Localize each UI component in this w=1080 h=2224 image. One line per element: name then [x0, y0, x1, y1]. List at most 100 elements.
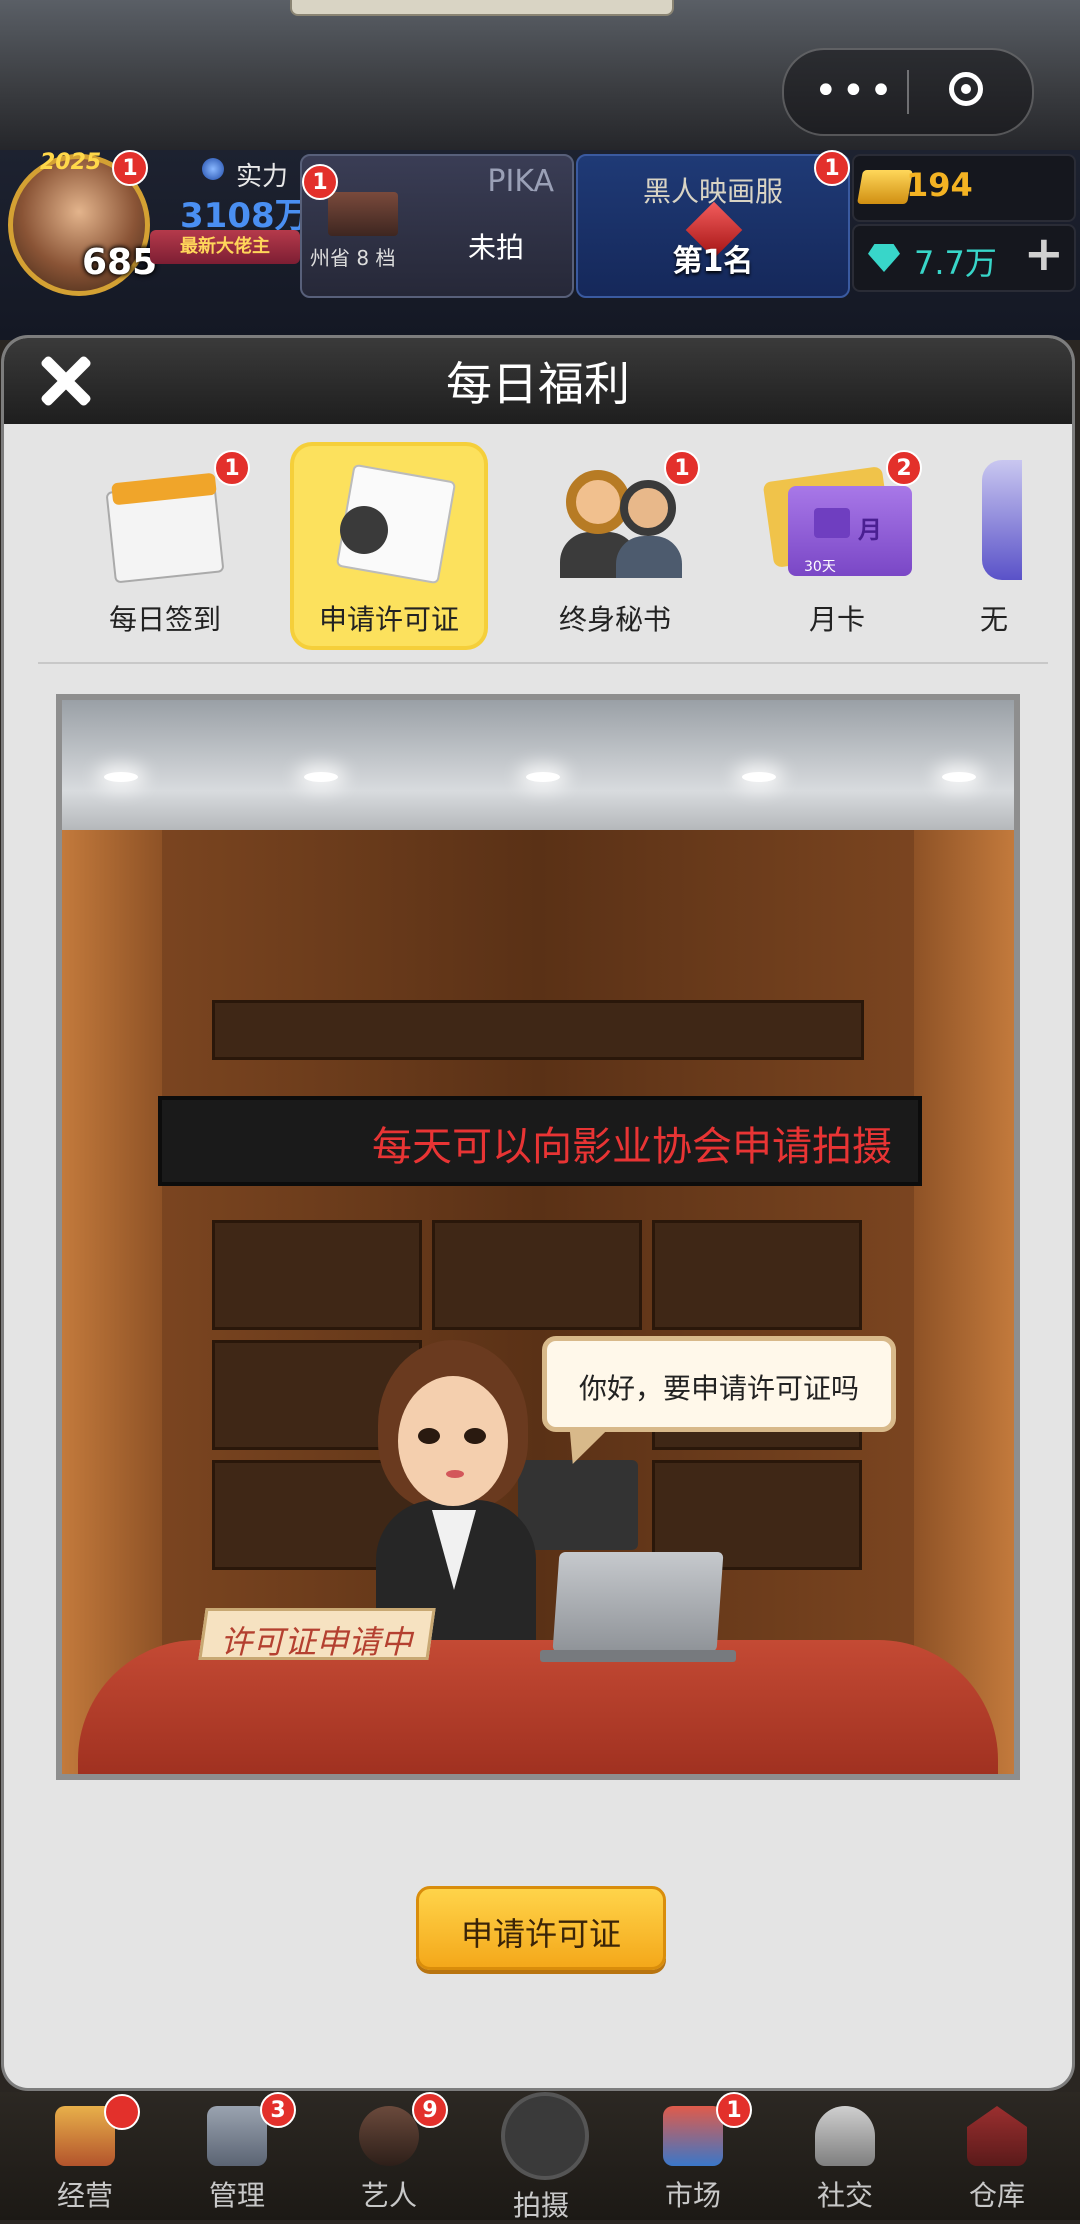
receptionist-eye: [464, 1428, 486, 1444]
bottom-nav: 经营 3 管理 9 艺人 拍摄 1 市场 社交 仓库: [0, 2092, 1080, 2222]
tab-badge: 1: [664, 450, 700, 486]
market-icon: [663, 2106, 723, 2166]
led-ticker-text: 每天可以向影业协会申请拍摄: [372, 1124, 892, 1170]
month-card-icon: 月 30天: [762, 466, 914, 584]
receptionist-face: [398, 1376, 508, 1506]
assistant-body: [616, 536, 682, 578]
add-diamond-button[interactable]: +: [1023, 226, 1064, 282]
studio-title: PIKA: [487, 164, 554, 199]
power-label: 实力: [236, 162, 289, 192]
nav-business[interactable]: 经营: [10, 2092, 160, 2220]
license-office-scene: 每天可以向影业协会申请拍摄 你好，要申请许可证吗 许可证申请中: [56, 694, 1020, 1780]
speech-bubble: 你好，要申请许可证吗: [542, 1336, 896, 1432]
more-menu-icon[interactable]: •••: [814, 68, 897, 114]
building-icon: [328, 192, 398, 236]
assistant-head: [620, 480, 676, 536]
diamond-counter: 7.7万 +: [852, 224, 1076, 292]
card-front: [788, 486, 912, 576]
nav-artists[interactable]: 9 艺人: [314, 2092, 464, 2220]
nav-label: 管理: [208, 2179, 265, 2212]
film-camera-icon: [501, 2092, 589, 2180]
desk-nameplate: 许可证申请中: [198, 1608, 436, 1661]
welfare-tabs: 1 每日签到 申请许可证 1 终身秘书: [4, 424, 1072, 662]
power-icon: [202, 158, 224, 180]
tab-label: 月卡: [808, 603, 865, 636]
back-monitor: [518, 1460, 638, 1550]
ceiling-light: [942, 772, 976, 782]
daily-welfare-modal: 每日福利 1 每日签到 申请许可证 1 终身: [4, 338, 1072, 2088]
nav-label: 经营: [56, 2179, 113, 2212]
avatar-badge: 1: [112, 150, 148, 186]
tab-divider: [38, 662, 1048, 664]
tab-month-card[interactable]: 月 30天 2 月卡: [742, 446, 932, 646]
apply-license-button[interactable]: 申请许可证: [416, 1886, 666, 1970]
nav-social[interactable]: 社交: [770, 2092, 920, 2220]
tab-label: 每日签到: [108, 603, 221, 636]
capsule-divider: [907, 70, 909, 114]
nav-management[interactable]: 3 管理: [162, 2092, 312, 2220]
ceiling-light: [304, 772, 338, 782]
reception-desk: [78, 1640, 998, 1774]
receptionist-eye: [418, 1428, 440, 1444]
top-banner: [290, 0, 674, 16]
gold-counter: 194: [852, 154, 1076, 222]
nav-label: 艺人: [360, 2179, 417, 2212]
tab-badge: 2: [886, 450, 922, 486]
license-icon: [320, 456, 460, 586]
theater-rank: 第1名: [672, 244, 754, 279]
calendar-icon: [104, 468, 225, 584]
nav-badge: 3: [260, 2092, 296, 2128]
theater-card[interactable]: 黑人映画服 第1名: [576, 154, 850, 298]
mini-program-capsule: •••: [782, 48, 1034, 136]
rank-ribbon: 最新大佬主: [150, 230, 300, 264]
nav-shoot[interactable]: 拍摄: [466, 2092, 616, 2222]
management-icon: [207, 2106, 267, 2166]
warehouse-icon: [967, 2106, 1027, 2166]
avatar-year-label: 2025: [40, 150, 102, 175]
gold-value: 194: [906, 166, 973, 204]
studio-sub: 州省 8 档: [310, 246, 396, 270]
nav-label: 市场: [664, 2179, 721, 2212]
tab-label: 无: [980, 603, 1009, 636]
tab-lifetime-secretary[interactable]: 1 终身秘书: [520, 446, 710, 646]
tab-partial[interactable]: 无: [974, 446, 1030, 646]
ceiling-light: [742, 772, 776, 782]
diamond-icon: [868, 244, 900, 272]
nav-warehouse[interactable]: 仓库: [922, 2092, 1072, 2220]
tab-apply-license[interactable]: 申请许可证: [294, 446, 484, 646]
card-days: 30天: [804, 559, 836, 575]
led-ticker: 每天可以向影业协会申请拍摄: [158, 1096, 922, 1186]
modal-header: 每日福利: [4, 338, 1072, 424]
month-char: 月: [858, 516, 882, 544]
nav-label: 社交: [816, 2179, 873, 2212]
theater-card-badge: 1: [814, 150, 850, 186]
wall-panel: [652, 1220, 862, 1330]
diamond-value: 7.7万: [914, 244, 997, 282]
studio-status: 未拍: [468, 231, 525, 264]
ceiling-light: [526, 772, 560, 782]
tab-daily-checkin[interactable]: 1 每日签到: [70, 446, 260, 646]
left-pillar: [62, 830, 162, 1774]
wall-panel: [432, 1220, 642, 1330]
wall-panel: [652, 1460, 862, 1570]
nameplate-text: 许可证申请中: [220, 1623, 413, 1661]
studio-card[interactable]: PIKA 州省 8 档 未拍: [300, 154, 574, 298]
studio-card-badge: 1: [302, 164, 338, 200]
nav-badge: 9: [412, 2092, 448, 2128]
right-pillar: [914, 830, 1014, 1774]
power-value: 3108万: [180, 196, 309, 236]
partial-tab-icon: [982, 460, 1022, 580]
apply-license-label: 申请许可证: [460, 1915, 621, 1953]
ceiling: [62, 700, 1014, 830]
nav-market[interactable]: 1 市场: [618, 2092, 768, 2220]
player-hud: 2025 1 685 实力 3108万 最新大佬主 PIKA 州省 8 档 未拍…: [0, 150, 1080, 340]
close-mini-program-icon[interactable]: [949, 72, 983, 106]
tab-label: 申请许可证: [318, 603, 459, 636]
wall-panel: [212, 1000, 864, 1060]
nav-label: 仓库: [968, 2179, 1025, 2212]
secretary-icon: [554, 460, 684, 580]
player-level: 685: [82, 242, 158, 283]
coffee-cup-icon: [815, 2106, 875, 2166]
ceiling-light: [104, 772, 138, 782]
gold-bar-icon: [857, 170, 913, 204]
